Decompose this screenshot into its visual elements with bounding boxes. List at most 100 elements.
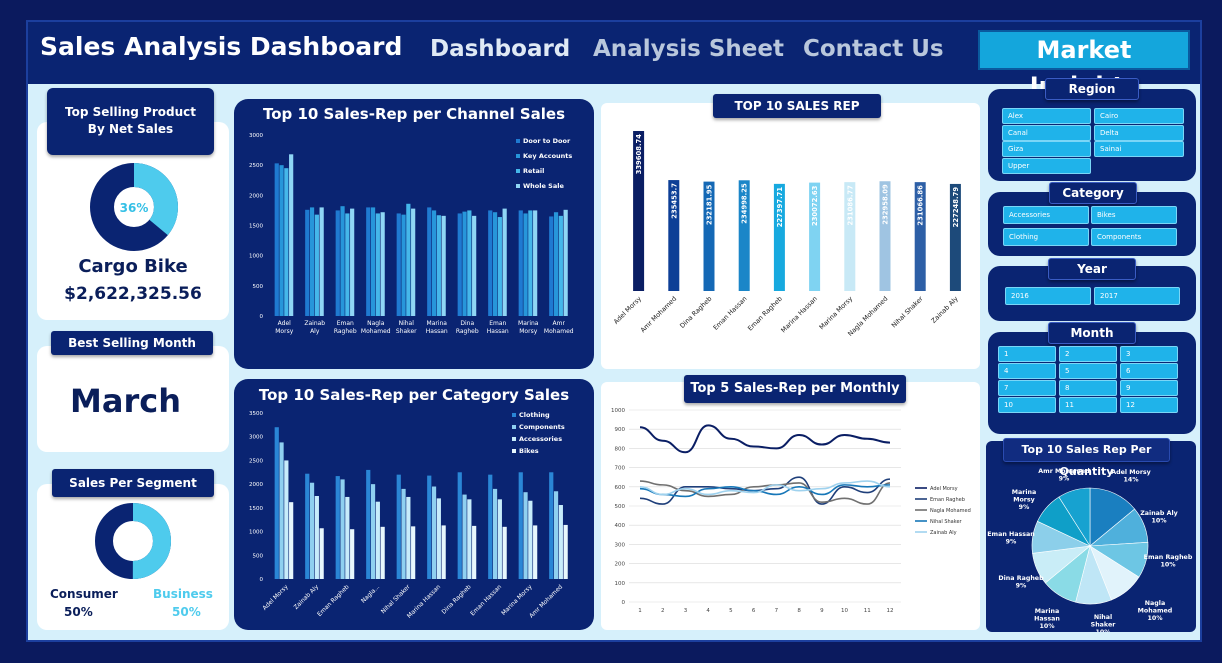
x-tick-label: Eman Ragheb [316, 583, 351, 618]
top-product-title-line1: Top Selling Product [65, 105, 196, 119]
nav-dashboard[interactable]: Dashboard [430, 36, 571, 62]
x-tick-label: Morsy [519, 328, 537, 335]
x-tick-label: Amr Mohamed [528, 583, 564, 619]
month-option-5[interactable]: 5 [1059, 363, 1117, 379]
y-tick-label: 300 [615, 542, 626, 548]
category-option-components[interactable]: Components [1091, 228, 1177, 246]
x-tick-label: Nagla... [360, 583, 381, 604]
nav-analysis-sheet[interactable]: Analysis Sheet [593, 36, 784, 62]
bar-whole-sale-eman-hassan [502, 208, 507, 316]
x-tick-label: Amr [553, 320, 566, 327]
bar-value-label: 227248.79 [952, 187, 960, 228]
region-option-sainai[interactable]: Sainai [1094, 141, 1184, 157]
category-option-clothing[interactable]: Clothing [1003, 228, 1089, 246]
bar-door-to-door-nihal-shaker [396, 213, 401, 316]
x-tick-label: Aly [310, 328, 320, 335]
y-tick-label: 3500 [249, 411, 263, 417]
pie-label-name: Dina Ragheb [998, 575, 1044, 582]
year-option-2017[interactable]: 2017 [1094, 287, 1180, 305]
region-option-giza[interactable]: Giza [1002, 141, 1091, 157]
bar-whole-sale-amr-mohamed [563, 209, 568, 316]
bar-whole-sale-nihal-shaker [411, 208, 416, 316]
bar-accessories-adel-morsy [284, 460, 289, 579]
x-tick-label: Eman Hassan [469, 583, 503, 617]
bar-retail-zainab-aly [314, 214, 319, 316]
month-option-4[interactable]: 4 [998, 363, 1056, 379]
bar-door-to-door-marina-hassan [427, 207, 432, 316]
bar-nihal-shaker [914, 182, 926, 291]
month-option-10[interactable]: 10 [998, 397, 1056, 413]
bar-value-label: 235453.7 [670, 183, 678, 219]
bar-door-to-door-zainab-aly [305, 209, 310, 316]
pie-label-name: Nihal [1094, 614, 1112, 621]
region-option-canal[interactable]: Canal [1002, 125, 1091, 141]
legend-label-clothing: Clothing [519, 411, 550, 419]
month-option-6[interactable]: 6 [1120, 363, 1178, 379]
year-option-2016[interactable]: 2016 [1005, 287, 1091, 305]
x-tick-label: Ragheb [456, 328, 479, 335]
x-tick-label: 2 [661, 608, 665, 614]
category-option-accessories[interactable]: Accessories [1003, 206, 1089, 224]
legend-swatch-door-to-door [516, 139, 520, 143]
legend-label-adel-morsy: Adel Morsy [930, 486, 958, 492]
legend-swatch-components [512, 425, 516, 429]
region-option-cairo[interactable]: Cairo [1094, 108, 1184, 124]
top-product-amount: $2,622,325.56 [64, 284, 202, 304]
top-rep-chart: 339608.74 Adel Morsy 235453.7 Amr Mohamed 23… [612, 131, 961, 338]
month-option-2[interactable]: 2 [1059, 346, 1117, 362]
bar-whole-sale-dina-ragheb [472, 215, 477, 316]
nav-market-insights[interactable]: Market Insights [978, 30, 1190, 100]
month-option-1[interactable]: 1 [998, 346, 1056, 362]
bar-bikes-amr-mohamed [563, 524, 568, 579]
x-tick-label: Marina [427, 320, 448, 327]
bar-key-accounts-marina-morsy [523, 213, 528, 316]
region-option-upper[interactable]: Upper [1002, 158, 1091, 174]
month-option-7[interactable]: 7 [998, 380, 1056, 396]
bar-clothing-adel-morsy [274, 427, 279, 579]
month-option-11[interactable]: 11 [1059, 397, 1117, 413]
legend-label-retail: Retail [523, 167, 544, 175]
nav-contact-us[interactable]: Contact Us [803, 36, 944, 62]
region-option-alex[interactable]: Alex [1002, 108, 1091, 124]
x-tick-label: Dina Ragheb [440, 583, 472, 615]
region-option-delta[interactable]: Delta [1094, 125, 1184, 141]
bar-eman-ragheb [773, 183, 785, 291]
x-tick-label: Nihal Shaker [890, 295, 925, 330]
category-option-bikes[interactable]: Bikes [1091, 206, 1177, 224]
best-month-card [37, 346, 229, 452]
legend-swatch-clothing [512, 413, 516, 417]
bar-eman-hassan [738, 180, 750, 291]
y-tick-label: 1000 [249, 530, 263, 536]
segment-title: Sales Per Segment [52, 469, 214, 497]
x-tick-label: Eman [337, 320, 354, 327]
bar-marina-hassan [809, 182, 821, 291]
y-tick-label: 800 [615, 446, 626, 452]
month-option-8[interactable]: 8 [1059, 380, 1117, 396]
month-option-12[interactable]: 12 [1120, 397, 1178, 413]
bar-value-label: 227397.71 [776, 187, 784, 228]
x-tick-label: Marina Morsy [818, 295, 855, 332]
x-tick-label: Zainab Aly [930, 295, 960, 325]
segment-donut [95, 503, 171, 579]
y-tick-label: 100 [615, 581, 626, 587]
month-option-3[interactable]: 3 [1120, 346, 1178, 362]
x-tick-label: Adel Morsy [261, 583, 290, 612]
x-tick-label: Ragheb [334, 328, 357, 335]
bar-value-label: 231066.86 [917, 185, 925, 226]
bar-value-label: 230072.63 [811, 185, 819, 226]
x-tick-label: 11 [864, 608, 871, 614]
y-tick-label: 200 [615, 562, 626, 568]
legend-label-bikes: Bikes [519, 447, 539, 455]
bar-clothing-nagla [366, 469, 371, 579]
legend-swatch-whole-sale [516, 184, 520, 188]
bar-marina-morsy [844, 182, 856, 291]
bar-components-marina-hassan [431, 486, 437, 579]
month-option-9[interactable]: 9 [1120, 380, 1178, 396]
bar-components-dina-ragheb [462, 494, 467, 579]
y-tick-label: 600 [615, 485, 626, 491]
bar-key-accounts-nagla-mohamed [370, 207, 376, 316]
bar-nagla-mohamed [879, 181, 891, 291]
x-tick-label: Marina Hassan [779, 295, 819, 335]
month-slicer-title: Month [1048, 322, 1136, 344]
